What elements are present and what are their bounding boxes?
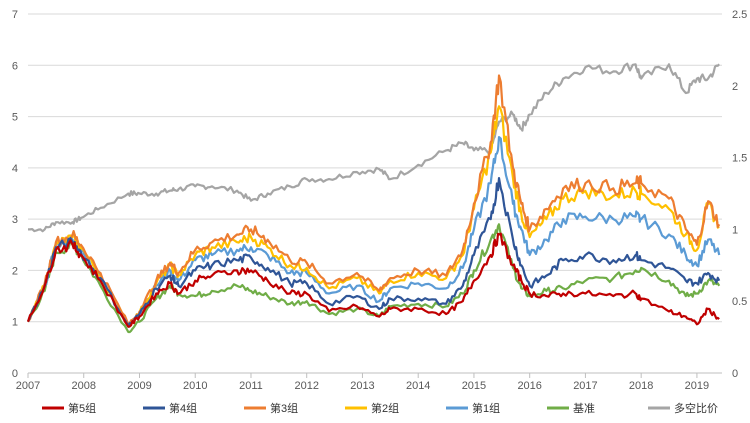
legend-label: 第1组: [472, 401, 500, 415]
right-tick-label: 2.5: [732, 9, 747, 21]
x-tick-label: 2019: [685, 380, 709, 392]
left-axis-ticks: 0 1 2 3 4 5 6 7: [12, 9, 18, 380]
right-axis-ticks: 0 0.5 1 1.5 2 2.5: [732, 9, 747, 380]
right-tick-label: 0.5: [732, 296, 747, 308]
right-tick-label: 1.5: [732, 153, 747, 165]
left-tick-label: 1: [12, 317, 18, 329]
left-tick-label: 2: [12, 265, 18, 277]
x-tick-label: 2013: [350, 380, 374, 392]
x-tick-label: 2017: [573, 380, 597, 392]
x-tick-label: 2014: [406, 380, 430, 392]
left-tick-label: 0: [12, 368, 18, 380]
gridlines: [28, 13, 722, 374]
left-tick-label: 7: [12, 9, 18, 21]
left-tick-label: 3: [12, 214, 18, 226]
x-tick-label: 2010: [183, 380, 207, 392]
x-tick-label: 2009: [127, 380, 151, 392]
legend-label: 第2组: [371, 401, 399, 415]
x-tick-label: 2018: [629, 380, 653, 392]
series-line: [27, 74, 721, 326]
left-tick-label: 4: [12, 163, 18, 175]
series-line: [28, 62, 721, 233]
x-axis-ticks: 2007 2008 2009 2010 2011 2012 2013 2014 2015 2016…: [16, 373, 709, 392]
series-line: [27, 223, 721, 334]
right-tick-label: 1: [732, 224, 738, 236]
left-tick-label: 6: [12, 60, 18, 72]
x-tick-label: 2008: [72, 380, 96, 392]
legend-label: 多空比价: [674, 401, 718, 415]
left-tick-label: 5: [12, 112, 18, 124]
legend-label: 基准: [573, 402, 595, 415]
series-lines: [26, 62, 721, 334]
legend-label: 第5组: [68, 401, 96, 415]
legend: 第5组 第4组 第3组 第2组 第1组 基准 多空比价: [42, 401, 718, 415]
right-tick-label: 0: [732, 368, 738, 380]
x-tick-label: 2015: [462, 380, 486, 392]
right-tick-label: 2: [732, 81, 738, 93]
x-tick-label: 2016: [517, 380, 541, 392]
x-tick-label: 2007: [16, 380, 40, 392]
series-line: [26, 232, 720, 328]
series-line: [26, 136, 721, 327]
legend-label: 第4组: [169, 401, 197, 415]
series-line: [27, 177, 721, 327]
x-tick-label: 2012: [294, 380, 318, 392]
series-line: [27, 105, 720, 327]
legend-label: 第3组: [270, 401, 298, 415]
x-tick-label: 2011: [239, 380, 263, 392]
